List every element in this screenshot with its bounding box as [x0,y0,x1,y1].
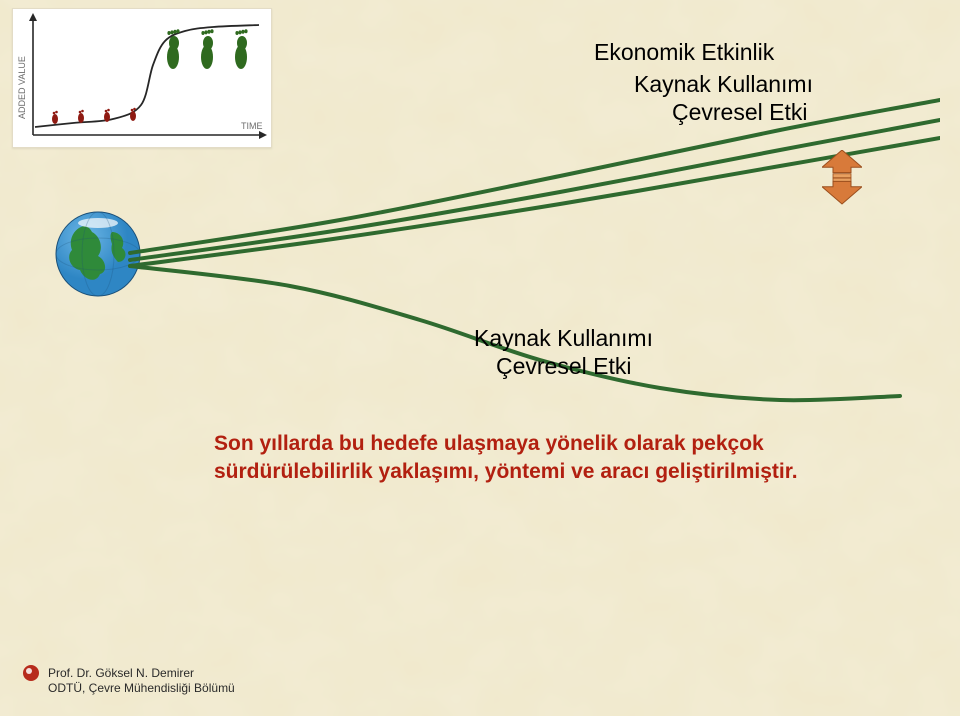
divergence-arrow-icon [822,150,862,241]
label-kaynak-kullanimi-top: Kaynak Kullanımı [634,72,813,97]
label-ekonomik-etkinlik: Ekonomik Etkinlik [594,40,774,65]
slide: TIMEADDED VALUE Ekonomik Etkinlik Kaynak… [0,0,960,716]
footer-bullet-icon [22,664,40,682]
footer-line-1: Prof. Dr. Göksel N. Demirer [48,666,194,680]
footer-line-2: ODTÜ, Çevre Mühendisliği Bölümü [48,681,235,695]
explanatory-line-2: sürdürülebilirlik yaklaşımı, yöntemi ve … [214,460,798,483]
label-cevresel-etki-top: Çevresel Etki [672,100,807,125]
label-kaynak-kullanimi-bottom: Kaynak Kullanımı [474,326,653,351]
label-cevresel-etki-bottom: Çevresel Etki [496,354,631,379]
svg-text:ADDED VALUE: ADDED VALUE [17,56,27,119]
explanatory-line-1: Son yıllarda bu hedefe ulaşmaya yönelik … [214,432,764,455]
footer-author: Prof. Dr. Göksel N. Demirer ODTÜ, Çevre … [48,666,235,696]
explanatory-text: Son yıllarda bu hedefe ulaşmaya yönelik … [214,430,798,487]
